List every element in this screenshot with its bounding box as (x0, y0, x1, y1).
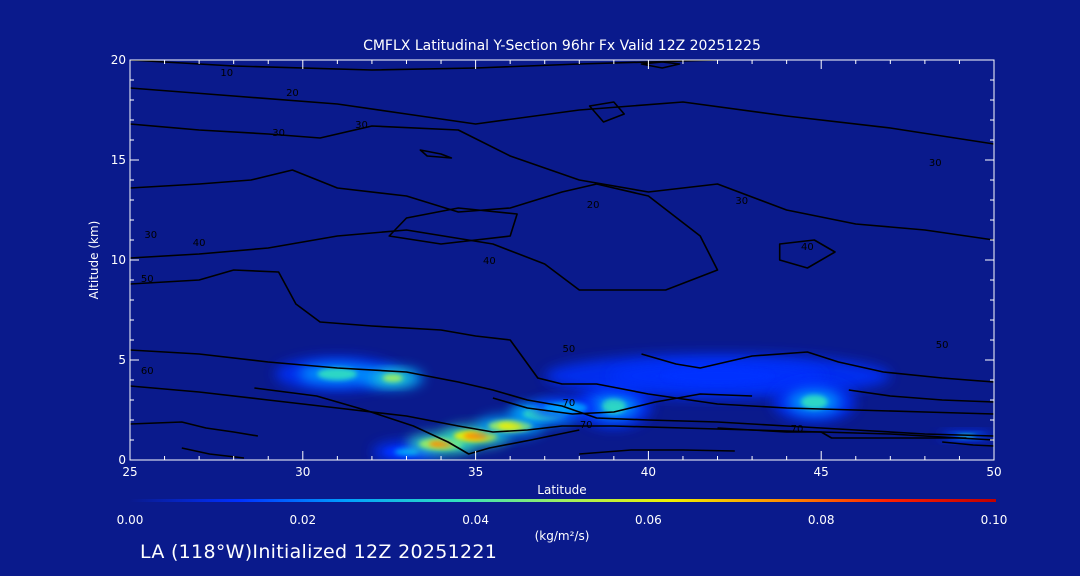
colorbar-tick-label: 0.10 (981, 513, 1008, 527)
chart-title: CMFLX Latitudinal Y-Section 96hr Fx Vali… (363, 38, 761, 54)
contour-line (130, 169, 719, 291)
contour-line (641, 351, 994, 383)
x-tick-label: 30 (295, 465, 310, 479)
colorbar-tick-label: 0.04 (462, 513, 489, 527)
contour-loop (388, 207, 518, 245)
contour-line (492, 393, 753, 415)
contour-label: 10 (220, 68, 233, 79)
colorbar (130, 499, 996, 502)
colorbar-tick-label: 0.08 (808, 513, 835, 527)
contour-loop (640, 61, 681, 69)
contour-label: 30 (272, 128, 285, 139)
y-tick-label: 20 (111, 53, 126, 67)
contour-line (717, 427, 967, 439)
contour-label: 40 (801, 242, 814, 253)
contour-label: 40 (483, 256, 496, 267)
contour-lines (130, 60, 994, 459)
contour-line (254, 387, 580, 455)
x-axis-label: Latitude (537, 483, 586, 497)
contour-label: 30 (355, 120, 368, 131)
contour-line (130, 349, 994, 437)
colorbar-label: (kg/m²/s) (535, 529, 590, 543)
x-tick-label: 40 (641, 465, 656, 479)
x-tick-label: 35 (468, 465, 483, 479)
contour-line (130, 269, 994, 415)
contour-loop (588, 101, 625, 123)
x-tick-label: 50 (986, 465, 1001, 479)
y-tick-label: 5 (118, 353, 126, 367)
contour-line (181, 447, 245, 459)
contour-line (579, 449, 735, 455)
init-footer: LA (118°W)Initialized 12Z 20251221 (140, 541, 498, 563)
contour-label: 20 (286, 88, 299, 99)
contour-line (942, 441, 994, 447)
contour-label: 20 (587, 200, 600, 211)
y-axis-label: Altitude (km) (87, 221, 101, 300)
y-tick-label: 0 (118, 453, 126, 467)
colorbar-tick-label: 0.02 (289, 513, 316, 527)
contour-label: 30 (144, 230, 157, 241)
colorbar-ticks: 0.00 0.02 0.04 0.06 0.08 0.10 (117, 513, 1008, 527)
axes: 25 30 35 40 45 50 0 5 10 15 20 (111, 53, 1002, 479)
x-tick-label: 45 (814, 465, 829, 479)
contour-line (130, 421, 259, 437)
contour-label: 70 (580, 420, 593, 431)
x-tick-label: 25 (122, 465, 137, 479)
contour-label: 70 (791, 424, 804, 435)
contour-label: 70 (563, 398, 576, 409)
contour-loop (778, 239, 836, 269)
flux-region (772, 382, 856, 422)
contour-label: 60 (141, 366, 154, 377)
contour-line (848, 389, 994, 403)
contour-labels: 10 20 30 30 20 30 40 40 50 30 30 40 50 60 70 70 50 70 (141, 68, 949, 435)
contour-label: 30 (735, 196, 748, 207)
contour-label: 50 (936, 340, 949, 351)
colorbar-tick-label: 0.06 (635, 513, 662, 527)
contour-line (130, 60, 718, 71)
y-tick-label: 15 (111, 153, 126, 167)
contour-loop (419, 149, 453, 159)
contour-label: 40 (193, 238, 206, 249)
contour-label: 30 (929, 158, 942, 169)
contour-label: 50 (563, 344, 576, 355)
contour-line (130, 87, 994, 145)
contour-label: 50 (141, 274, 154, 285)
y-tick-label: 10 (111, 253, 126, 267)
colorbar-tick-label: 0.00 (117, 513, 144, 527)
contour-line (130, 123, 994, 241)
